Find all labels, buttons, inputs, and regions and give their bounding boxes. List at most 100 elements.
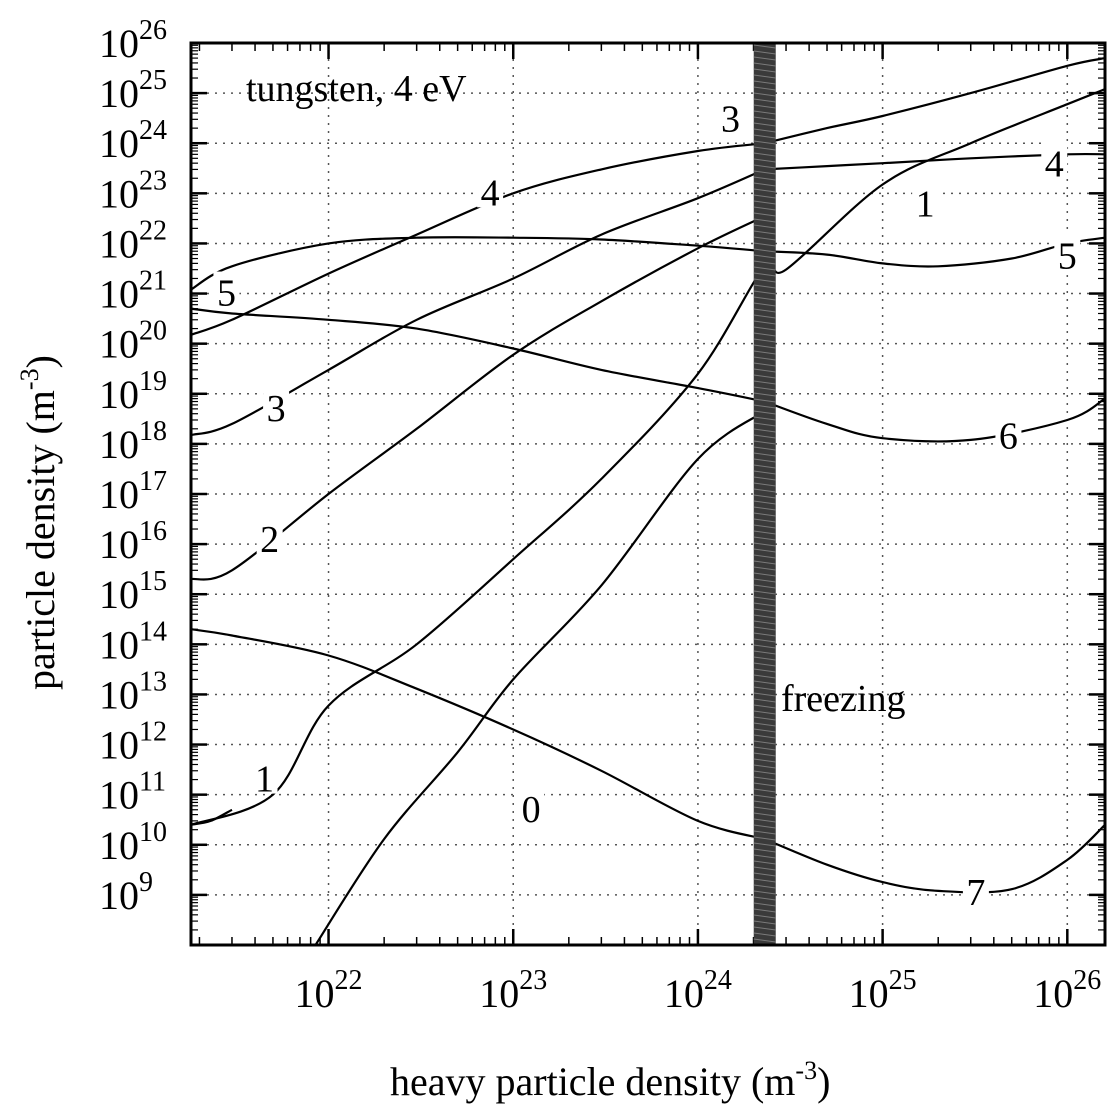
- freezing-band-texture: [753, 440, 776, 445]
- y-tick-label-base: 10: [99, 272, 139, 317]
- freezing-band-texture: [753, 632, 776, 637]
- y-tick-label: 1016: [99, 516, 167, 567]
- freezing-band-texture: [753, 824, 776, 829]
- curve-label-backing: [912, 182, 939, 219]
- y-axis-title: particle density (m-3): [15, 355, 63, 690]
- y-tick-label-exp: 24: [139, 115, 167, 146]
- freezing-band-texture: [753, 104, 776, 109]
- curve-label-7: 7: [966, 872, 985, 914]
- freezing-band-texture: [753, 410, 776, 415]
- y-axis-title-end: ): [18, 355, 63, 368]
- series-line-6: [190, 307, 765, 403]
- freezing-band-texture: [753, 314, 776, 319]
- y-tick-label-base: 10: [99, 522, 139, 567]
- x-tick-label-exp: 26: [1073, 965, 1101, 996]
- freezing-band-texture: [753, 218, 776, 223]
- freezing-band-texture: [753, 806, 776, 811]
- freezing-label: freezing: [781, 678, 905, 720]
- freezing-band-texture: [753, 470, 776, 475]
- freezing-band-texture: [753, 338, 776, 343]
- curve-label-4: 4: [481, 172, 500, 214]
- freezing-band-texture: [753, 566, 776, 571]
- freezing-band-texture: [753, 620, 776, 625]
- freezing-band-texture: [753, 590, 776, 595]
- y-tick-label-base: 10: [99, 71, 139, 116]
- y-tick-label: 1025: [99, 65, 167, 116]
- freezing-band-texture: [753, 302, 776, 307]
- curve-label-backing: [477, 171, 504, 208]
- freezing-band-texture: [753, 74, 776, 79]
- freezing-layer: [753, 43, 776, 945]
- x-tick-label: 1024: [664, 965, 732, 1016]
- freezing-band-texture: [753, 62, 776, 67]
- freezing-band-texture: [753, 884, 776, 889]
- freezing-band-texture: [753, 800, 776, 805]
- y-tick-label-base: 10: [99, 322, 139, 367]
- curve-label-layer: 0 1 1 2 3 3 4 4 5 5 6 7: [213, 97, 1081, 914]
- freezing-band-texture: [753, 764, 776, 769]
- y-tick-label: 1020: [99, 316, 167, 367]
- freezing-band-texture: [753, 494, 776, 499]
- freezing-band-texture: [753, 164, 776, 169]
- curve-label-backing: [717, 97, 744, 134]
- curve-label-backing: [251, 757, 278, 794]
- freezing-band-texture: [753, 914, 776, 919]
- y-tick-label-base: 10: [99, 21, 139, 66]
- freezing-band-texture: [753, 350, 776, 355]
- y-tick-label-exp: 19: [139, 366, 167, 397]
- freezing-band-texture: [753, 728, 776, 733]
- freezing-band-texture: [753, 398, 776, 403]
- y-tick-label: 1015: [99, 566, 167, 617]
- freezing-band-texture: [753, 554, 776, 559]
- y-tick-label-base: 10: [99, 121, 139, 166]
- freezing-band-texture: [753, 194, 776, 199]
- freezing-band-texture: [753, 686, 776, 691]
- freezing-band-texture: [753, 254, 776, 259]
- y-tick-label-exp: 10: [139, 817, 167, 848]
- y-tick-label: 1026: [99, 15, 167, 66]
- x-tick-label-base: 10: [1033, 971, 1073, 1016]
- freezing-band-texture: [753, 110, 776, 115]
- freezing-band-texture: [753, 704, 776, 709]
- freezing-band-texture: [753, 356, 776, 361]
- freezing-band-texture: [753, 896, 776, 901]
- freezing-band-texture: [753, 572, 776, 577]
- x-tick-label-base: 10: [849, 971, 889, 1016]
- freezing-band-texture: [753, 332, 776, 337]
- freezing-band-texture: [753, 926, 776, 931]
- y-tick-label-exp: 16: [139, 516, 167, 547]
- freezing-band-texture: [753, 458, 776, 463]
- y-tick-label-base: 10: [99, 823, 139, 868]
- x-axis-title-text: heavy particle density (m: [390, 1059, 795, 1104]
- curve-label-backing: [1041, 142, 1068, 179]
- freezing-band-texture: [753, 752, 776, 757]
- y-axis-title-exp: -3: [15, 368, 44, 390]
- freezing-band-texture: [753, 782, 776, 787]
- y-tick-label: 109: [99, 867, 153, 918]
- x-tick-label: 1026: [1033, 965, 1101, 1016]
- y-tick-label-exp: 15: [139, 566, 167, 597]
- freezing-band-texture: [753, 362, 776, 367]
- curve-label-backing: [995, 414, 1022, 451]
- y-tick-label: 1019: [99, 366, 167, 417]
- y-tick-label: 1013: [99, 666, 167, 717]
- x-axis-title-end: ): [817, 1059, 830, 1104]
- freezing-band-texture: [753, 866, 776, 871]
- freezing-band-texture: [753, 638, 776, 643]
- freezing-band-texture: [753, 50, 776, 55]
- freezing-band-texture: [753, 716, 776, 721]
- freezing-band-texture: [753, 662, 776, 667]
- freezing-band-texture: [753, 176, 776, 181]
- annotation-label: tungsten, 4 eV: [246, 68, 467, 110]
- freezing-band-texture: [753, 446, 776, 451]
- curve-label-0: 0: [522, 789, 541, 831]
- series-line-1: [190, 88, 1106, 826]
- freezing-band-texture: [753, 374, 776, 379]
- x-axis-title-exp: -3: [795, 1056, 817, 1085]
- freezing-band-texture: [753, 206, 776, 211]
- freezing-band-texture: [753, 818, 776, 823]
- freezing-band-texture: [753, 416, 776, 421]
- freezing-band-texture: [753, 326, 776, 331]
- freezing-band-texture: [753, 644, 776, 649]
- freezing-band-texture: [753, 500, 776, 505]
